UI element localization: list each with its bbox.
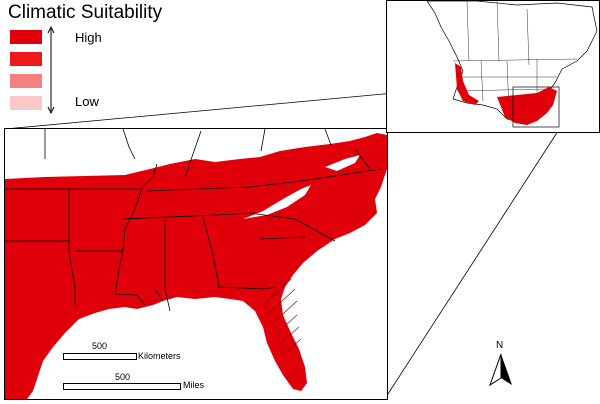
scalebar-mi-unit: Miles: [183, 380, 205, 390]
legend-swatch-low: [10, 96, 42, 110]
legend-swatch-moderate: [10, 74, 42, 88]
inset-boundaries: [452, 0, 578, 112]
scalebar-km-unit: Kilometers: [138, 351, 181, 361]
inset-map-canvas: [426, 0, 598, 128]
legend-low-label: Low: [75, 94, 99, 109]
inset-extent-box: [512, 86, 560, 128]
inset-suitability-area: [497, 87, 557, 125]
appalachian-gap-2: [325, 155, 360, 171]
scalebar-km-value: 500: [92, 341, 108, 351]
hatched-region: [262, 278, 302, 356]
legend-swatch-high: [10, 52, 42, 66]
north-arrow-icon: [489, 353, 512, 387]
legend-range-arrow: [47, 26, 55, 114]
inset-map-north-america: [386, 0, 600, 133]
scalebar-km-bar: [63, 353, 137, 360]
legend-title: Climatic Suitability: [8, 2, 163, 23]
scalebar-mi-value: 500: [115, 372, 131, 382]
legend-high-label: High: [75, 30, 102, 45]
inset-suitability-west: [455, 63, 479, 105]
north-arrow-label: N: [496, 340, 504, 351]
main-map-southeast-us: 500 Kilometers 500 Miles: [4, 128, 388, 400]
state-boundaries: [5, 128, 382, 312]
main-map-canvas: [5, 128, 387, 399]
scalebar-mi-bar: [63, 383, 181, 390]
appalachian-gap: [243, 185, 311, 219]
legend-swatch-highest: [10, 30, 42, 44]
